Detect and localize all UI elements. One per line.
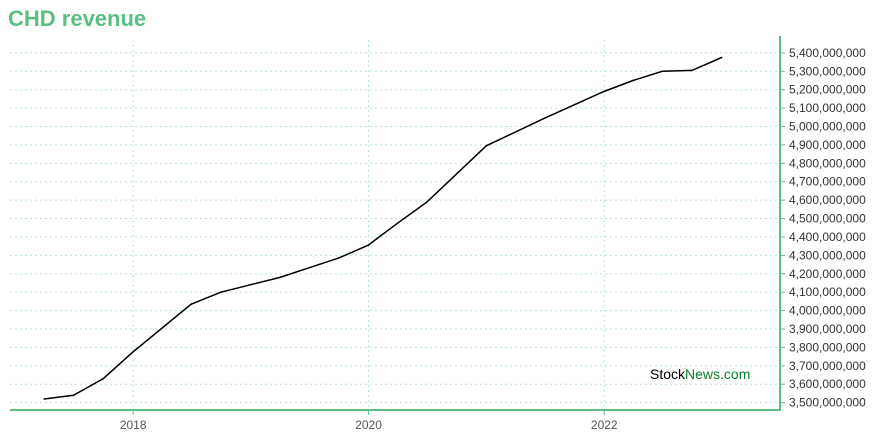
data-point [337,257,340,259]
y-tick-label: 3,500,000,000 [789,396,866,410]
data-point [543,117,546,119]
y-tick-label: 4,000,000,000 [789,304,866,318]
y-tick-label: 3,600,000,000 [789,377,866,391]
y-tick-label: 4,500,000,000 [789,212,866,226]
data-point [485,145,488,147]
data-point [278,276,281,279]
y-tick-label: 4,800,000,000 [789,156,866,170]
data-point [72,394,75,397]
y-tick-label: 4,900,000,000 [789,138,866,152]
x-tick-label: 2020 [355,418,382,432]
data-point [220,291,222,294]
y-tick-label: 4,700,000,000 [789,175,866,189]
data-point [367,244,370,246]
data-point [603,90,605,93]
data-point [190,303,192,306]
data-point [661,70,664,73]
x-tick-label: 2022 [591,418,618,432]
data-point [632,79,634,82]
chart-title: CHD revenue [8,6,147,31]
data-point [43,398,45,400]
watermark-stock: Stock [650,366,686,382]
data-point [426,201,428,203]
y-tick-label: 5,100,000,000 [789,101,866,115]
y-tick-label: 3,800,000,000 [789,340,866,354]
data-point [396,222,399,224]
y-tick-label: 4,100,000,000 [789,285,866,299]
y-tick-label: 4,400,000,000 [789,230,866,244]
y-tick-label: 5,000,000,000 [789,120,866,134]
data-point [720,56,723,59]
y-tick-label: 5,300,000,000 [789,64,866,78]
y-tick-label: 4,600,000,000 [789,193,866,207]
revenue-series-line [44,56,722,400]
watermark-news: News.com [685,366,751,382]
y-tick-label: 5,400,000,000 [789,46,866,60]
y-tick-label: 3,900,000,000 [789,322,866,336]
data-point [132,351,134,353]
data-point [102,377,104,380]
stocknews-watermark: StockNews.com [650,366,750,382]
data-point [691,69,693,72]
y-tick-label: 5,200,000,000 [789,83,866,97]
x-tick-label: 2018 [120,418,147,432]
y-tick-label: 4,300,000,000 [789,248,866,262]
y-tick-label: 3,700,000,000 [789,359,866,373]
y-tick-label: 4,200,000,000 [789,267,866,281]
